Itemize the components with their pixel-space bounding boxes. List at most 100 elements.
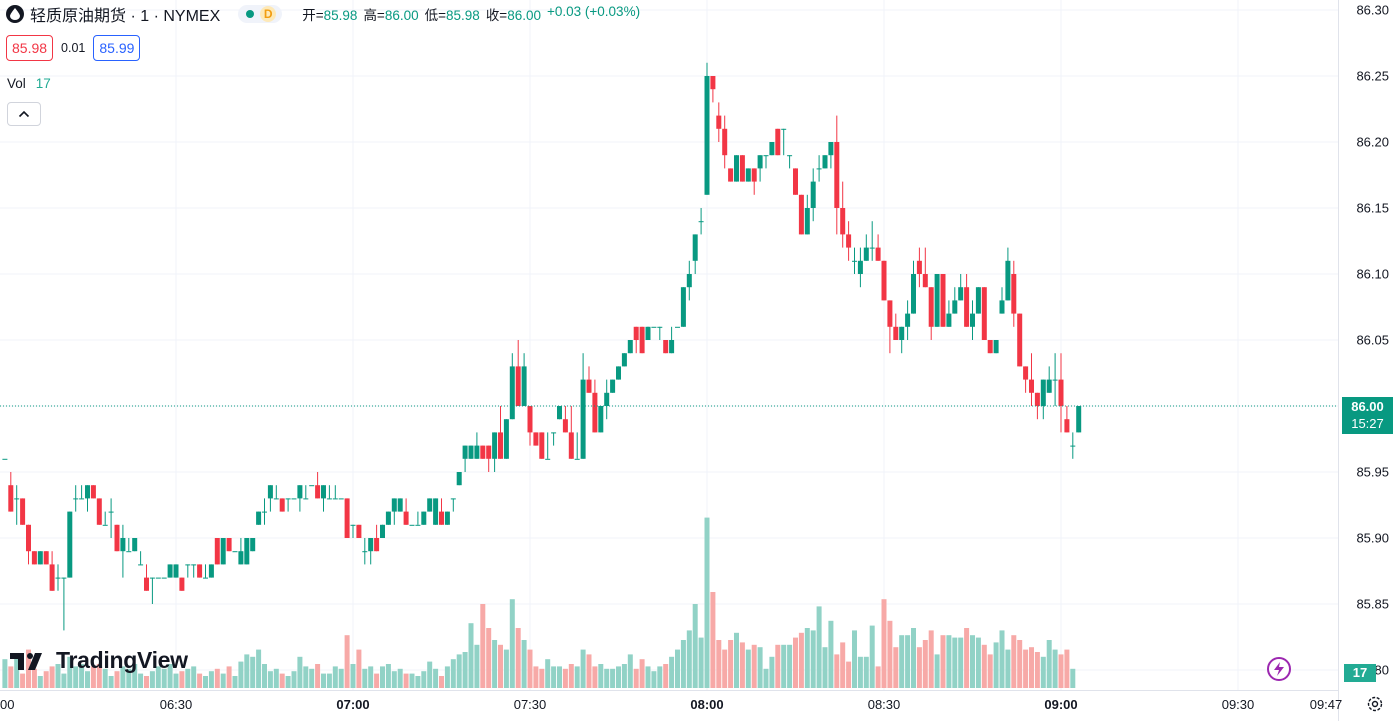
volume-bar [368, 666, 374, 688]
volume-bar [663, 664, 669, 688]
candle-body [568, 432, 574, 459]
volume-bar [1070, 668, 1076, 688]
volume-bar [191, 666, 197, 688]
volume-bar [102, 668, 108, 688]
candle-body [2, 458, 8, 460]
volume-bar [132, 664, 138, 688]
volume-bar [621, 664, 627, 688]
candle-body [675, 326, 680, 328]
candle-body [415, 524, 421, 526]
volume-bar [911, 628, 916, 688]
volume-bar [49, 666, 55, 688]
volume-legend[interactable]: Vol 17 [7, 76, 51, 91]
candle-body [975, 287, 981, 314]
candle-body [273, 498, 279, 500]
volume-bar [96, 664, 102, 688]
volume-bar [798, 632, 804, 688]
volume-bar [444, 666, 450, 688]
volume-bar [539, 668, 545, 688]
candle-body [645, 326, 651, 340]
candle-body [728, 168, 734, 182]
symbol-title[interactable]: 轻质原油期货 · 1 · NYMEX [30, 8, 221, 25]
candle-body [433, 498, 439, 525]
candle-body [167, 564, 173, 578]
candle-body [114, 524, 120, 552]
quote-row: 85.98 0.01 85.99 [6, 35, 141, 61]
volume-bar [557, 666, 562, 688]
candle-body [598, 406, 604, 433]
candle-body [31, 551, 37, 565]
market-status-pill[interactable]: D [238, 5, 283, 23]
candle-body [474, 445, 480, 459]
volume-bar [551, 666, 557, 688]
candle-body [155, 577, 161, 579]
time-tick-label: 09:47 [1310, 697, 1343, 712]
volume-bar [1011, 635, 1017, 688]
candle-body [385, 511, 391, 525]
volume-bar [185, 668, 191, 688]
candle-body [515, 366, 521, 406]
candle-body [321, 485, 326, 499]
candle-body [928, 287, 934, 327]
candle-body [539, 432, 545, 459]
volume-bar [90, 666, 96, 688]
candle-body [492, 432, 498, 459]
volume-bar [916, 647, 922, 688]
volume-bar [940, 635, 946, 688]
volume-bar [698, 637, 704, 688]
price-tick-label: 85.90 [1356, 531, 1389, 546]
volume-bar [356, 649, 362, 688]
lightning-icon[interactable] [1267, 657, 1291, 681]
candle-body [698, 221, 704, 223]
candle-body [26, 524, 31, 552]
candle-body [663, 340, 669, 354]
ohlc-change: +0.03 (+0.03%) [547, 4, 641, 19]
ohlc-open: 开=85.98 [302, 8, 358, 23]
candle-body [1023, 366, 1029, 380]
volume-bar [781, 644, 787, 688]
volume-bar [751, 644, 757, 688]
candle-body [55, 577, 61, 579]
candle-body [857, 260, 863, 274]
candle-body [745, 168, 751, 182]
volume-bar [279, 673, 285, 688]
volume-bar [427, 661, 433, 688]
volume-bar [1034, 652, 1040, 688]
candle-body [43, 551, 49, 565]
volume-bar [734, 632, 739, 688]
candle-body [1034, 392, 1040, 406]
buy-price-button[interactable]: 85.99 [93, 35, 141, 61]
volume-bar [433, 668, 439, 688]
candle-body [185, 564, 191, 566]
collapse-legend-button[interactable] [7, 102, 41, 126]
volume-bar [975, 637, 981, 688]
volume-bar [462, 652, 468, 688]
candle-body [144, 577, 149, 591]
last-volume-tag: 17 [1344, 664, 1376, 682]
volume-bar [934, 654, 940, 688]
candle-body [1052, 379, 1058, 381]
volume-bar [291, 671, 297, 688]
volume-bar [37, 676, 43, 688]
candle-body [37, 551, 43, 565]
candle-body [574, 458, 580, 460]
tradingview-logo[interactable]: TradingView [10, 647, 188, 674]
volume-bar [309, 668, 315, 688]
sell-price-button[interactable]: 85.98 [6, 35, 54, 61]
candle-body [964, 287, 970, 327]
candle-body [911, 274, 916, 314]
volume-value: 17 [35, 76, 51, 91]
volume-bar [474, 644, 480, 688]
gear-icon[interactable] [1366, 695, 1384, 713]
volume-bar [144, 676, 149, 688]
candle-body [444, 511, 450, 525]
volume-bar [232, 676, 238, 688]
candle-body [869, 247, 875, 249]
volume-bar [545, 659, 551, 688]
volume-bar [669, 656, 675, 688]
volume-bar [958, 637, 964, 688]
volume-bar [409, 673, 415, 688]
ohlc-legend: 开=85.98 高=86.00 低=85.98 收=86.00 +0.03 (+… [302, 4, 640, 24]
volume-bar [220, 673, 226, 688]
